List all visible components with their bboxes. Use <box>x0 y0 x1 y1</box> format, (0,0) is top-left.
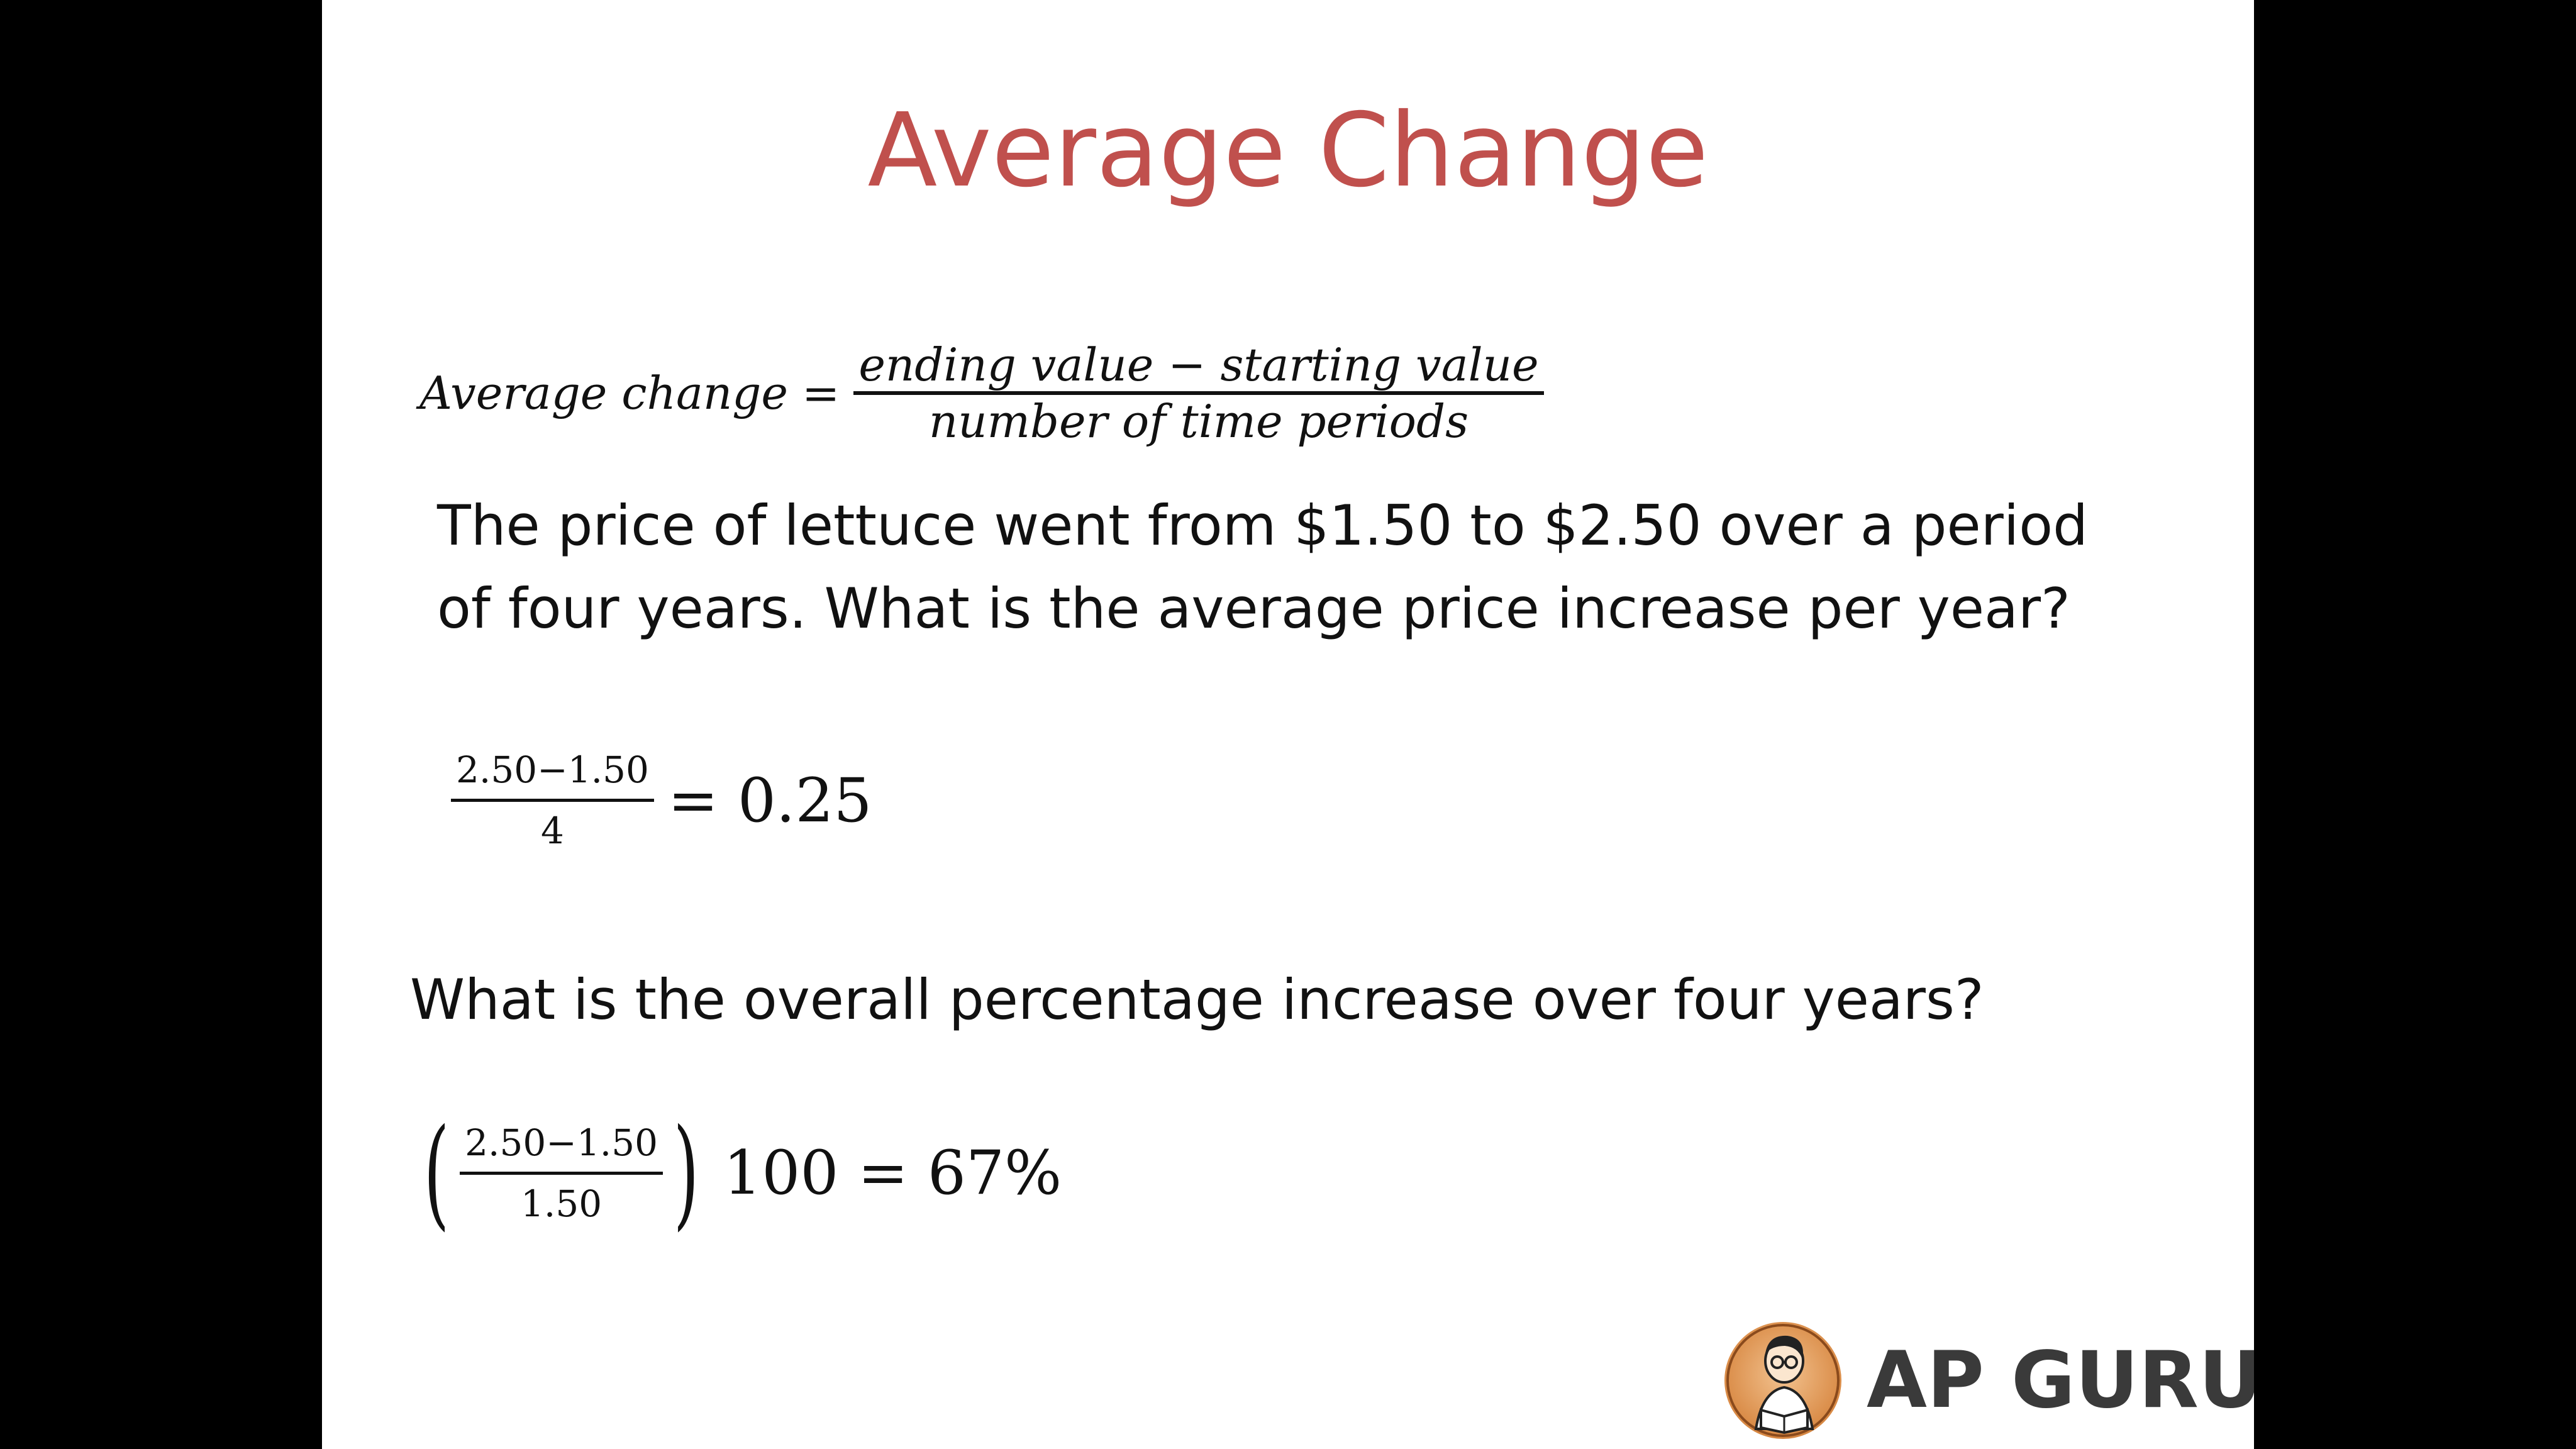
open-paren: ( <box>423 1103 450 1242</box>
question-lettuce-price: The price of lettuce went from $1.50 to … <box>437 484 2088 650</box>
ap-guru-logo: AP GURU <box>1724 1314 2254 1446</box>
formula-equals: = <box>801 367 840 419</box>
calc2-numerator: 2.50−1.50 <box>465 1121 658 1164</box>
calc2-denominator: 1.50 <box>521 1182 602 1225</box>
calc1-fraction: 2.50−1.50 4 <box>451 748 654 852</box>
calc2-result: 100 = 67% <box>723 1138 1062 1208</box>
calc1-denominator: 4 <box>540 809 564 852</box>
close-paren: ) <box>673 1103 699 1242</box>
percentage-increase-calculation: ( 2.50−1.50 1.50 ) 100 = 67% <box>413 1113 1062 1233</box>
calc1-numerator: 2.50−1.50 <box>456 748 649 791</box>
fraction-bar <box>460 1171 663 1175</box>
fraction-bar <box>451 799 654 802</box>
calc1-result: = 0.25 <box>667 765 872 836</box>
question-line-1: The price of lettuce went from $1.50 to … <box>437 493 2088 558</box>
slide: Average Change Average change = ending v… <box>322 0 2254 1449</box>
question-percentage-increase: What is the overall percentage increase … <box>410 967 1984 1032</box>
formula-lhs: Average change <box>419 367 788 419</box>
calc2-fraction: 2.50−1.50 1.50 <box>460 1121 663 1225</box>
formula-denominator: number of time periods <box>928 395 1469 448</box>
fraction-bar <box>853 391 1544 395</box>
tutor-reading-icon <box>1724 1322 1841 1439</box>
formula-numerator: ending value − starting value <box>858 338 1539 391</box>
logo-text: AP GURU <box>1867 1335 2254 1426</box>
slide-title: Average Change <box>867 92 1709 210</box>
average-change-formula: Average change = ending value − starting… <box>419 314 1544 472</box>
formula-fraction: ending value − starting value number of … <box>853 338 1544 448</box>
question-line-2: of four years. What is the average price… <box>437 576 2070 641</box>
average-increase-calculation: 2.50−1.50 4 = 0.25 <box>451 748 872 852</box>
